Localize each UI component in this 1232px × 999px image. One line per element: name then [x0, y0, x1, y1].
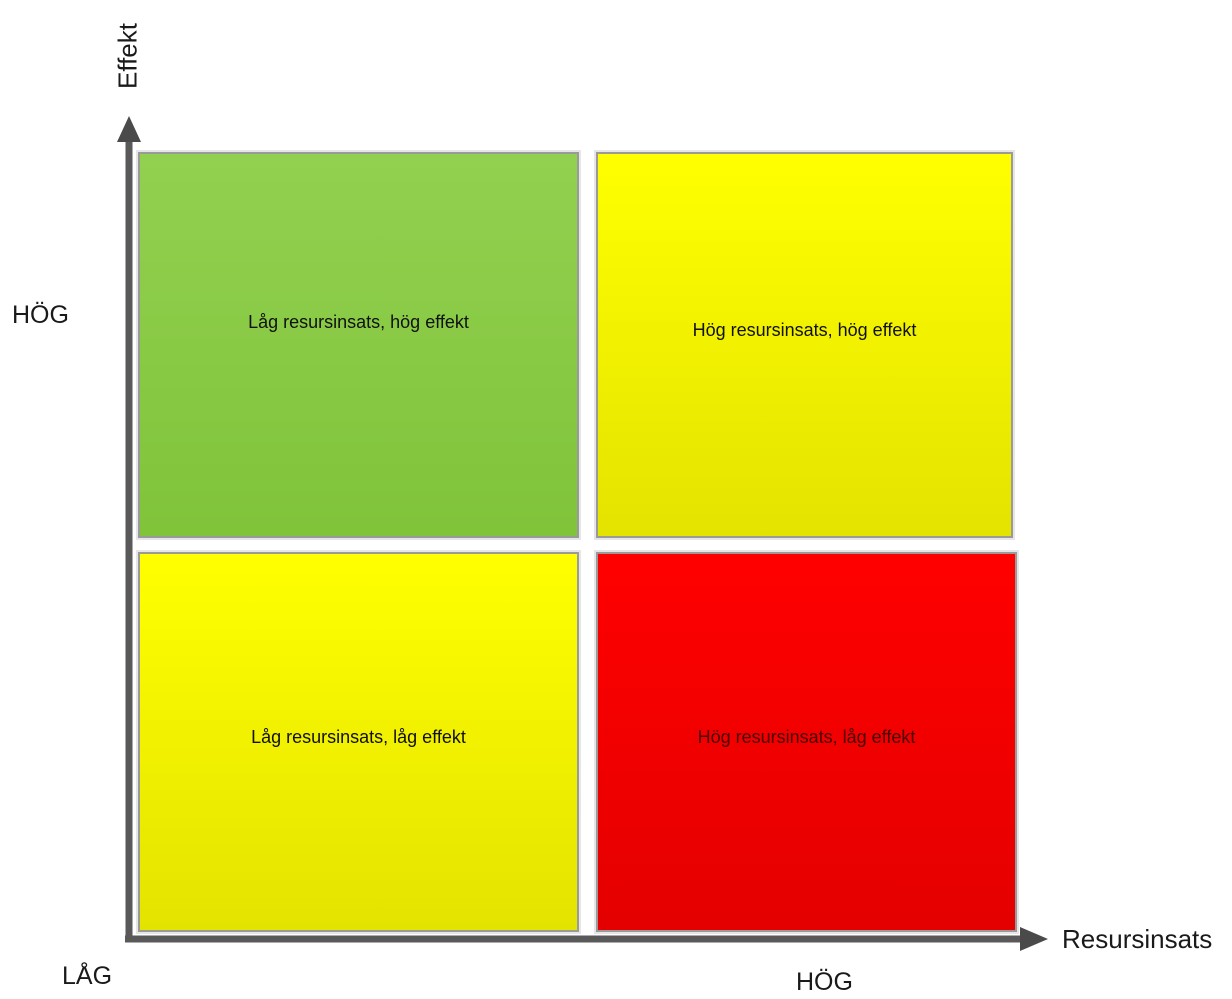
origin-low-label: LÅG [62, 962, 113, 990]
x-axis-title: Resursinsats [1062, 924, 1213, 954]
y-axis-high-label: HÖG [12, 301, 69, 329]
quadrant-low-resource-high-effect: Låg resursinsats, hög effekt [138, 152, 579, 538]
quadrant-high-resource-low-effect: Hög resursinsats, låg effekt [596, 552, 1017, 932]
quadrant-label: Låg resursinsats, låg effekt [251, 726, 466, 747]
quadrant-label: Hög resursinsats, hög effekt [692, 319, 917, 340]
quadrant-label: Hög resursinsats, låg effekt [697, 726, 916, 747]
quadrant-high-resource-high-effect: Hög resursinsats, hög effekt [596, 152, 1013, 538]
x-axis-high-label: HÖG [796, 968, 853, 996]
quadrant-label: Låg resursinsats, hög effekt [248, 311, 469, 332]
x-axis-arrow-icon [1020, 927, 1048, 951]
y-axis-arrow-icon [117, 116, 141, 142]
quadrant-low-resource-low-effect: Låg resursinsats, låg effekt [138, 552, 579, 932]
